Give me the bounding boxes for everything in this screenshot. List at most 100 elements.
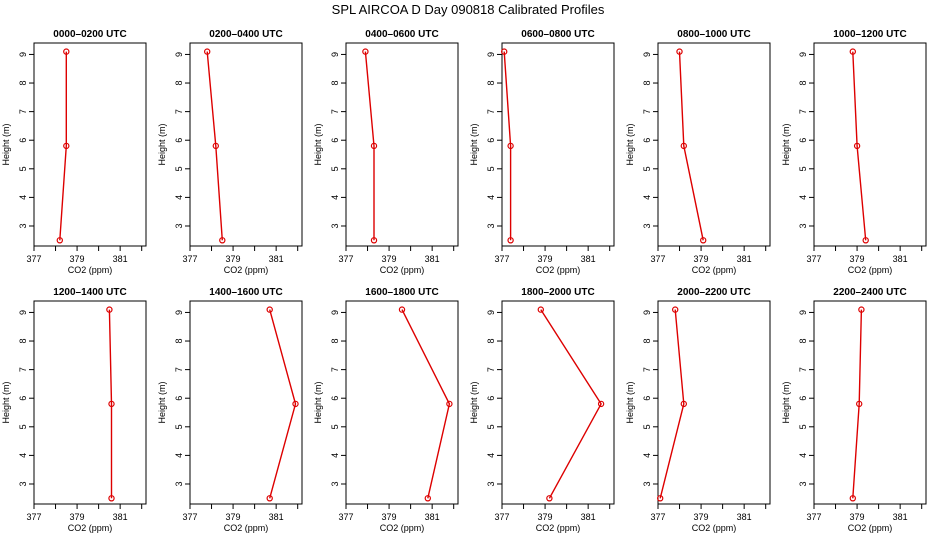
y-tick-label: 7 bbox=[486, 109, 496, 114]
x-tick-label: 379 bbox=[538, 512, 553, 522]
x-axis-label: CO2 (ppm) bbox=[224, 523, 269, 533]
panel-title: 0800–1000 UTC bbox=[677, 29, 750, 40]
y-tick-label: 4 bbox=[330, 195, 340, 200]
y-tick-label: 8 bbox=[174, 339, 184, 344]
x-axis-label: CO2 (ppm) bbox=[380, 265, 425, 275]
y-tick-label: 8 bbox=[18, 339, 28, 344]
x-tick-label: 379 bbox=[694, 512, 709, 522]
y-axis-label: Height (m) bbox=[469, 381, 479, 423]
panel-title: 0200–0400 UTC bbox=[209, 29, 282, 40]
x-axis-label: CO2 (ppm) bbox=[536, 523, 581, 533]
y-tick-label: 9 bbox=[18, 52, 28, 57]
plot-frame bbox=[189, 300, 303, 505]
plot-frame bbox=[345, 300, 459, 505]
data-point bbox=[292, 400, 299, 408]
y-tick-label: 9 bbox=[174, 310, 184, 315]
y-axis-label: Height (m) bbox=[1, 381, 11, 423]
x-tick-label: 381 bbox=[893, 254, 908, 264]
data-point bbox=[108, 400, 115, 408]
data-point bbox=[424, 495, 431, 502]
y-tick-label: 7 bbox=[18, 367, 28, 372]
x-tick-label: 381 bbox=[581, 254, 596, 264]
y-tick-label: 5 bbox=[798, 166, 808, 171]
y-tick-label: 3 bbox=[798, 223, 808, 228]
plot-frame bbox=[501, 300, 615, 505]
y-tick-label: 5 bbox=[330, 424, 340, 429]
panel-title: 2000–2200 UTC bbox=[677, 287, 750, 298]
x-tick-label: 377 bbox=[494, 254, 509, 264]
x-tick-label: 377 bbox=[182, 512, 197, 522]
y-tick-label: 3 bbox=[18, 481, 28, 486]
y-tick-label: 5 bbox=[642, 424, 652, 429]
y-tick-label: 6 bbox=[486, 138, 496, 143]
y-tick-label: 8 bbox=[174, 81, 184, 86]
panel-title: 0400–0600 UTC bbox=[365, 29, 438, 40]
data-point bbox=[398, 306, 406, 313]
x-tick-label: 379 bbox=[694, 254, 709, 264]
x-axis-label: CO2 (ppm) bbox=[692, 523, 737, 533]
panel-title: 1000–1200 UTC bbox=[833, 29, 906, 40]
x-tick-label: 379 bbox=[538, 254, 553, 264]
profile-line bbox=[59, 51, 68, 241]
x-tick-label: 379 bbox=[70, 254, 85, 264]
x-tick-label: 381 bbox=[737, 254, 752, 264]
plot-frame bbox=[657, 300, 771, 505]
y-tick-label: 5 bbox=[486, 424, 496, 429]
plot-frame bbox=[33, 42, 147, 247]
data-point bbox=[501, 48, 508, 55]
data-point bbox=[56, 237, 64, 244]
y-tick-label: 4 bbox=[486, 453, 496, 458]
y-axis-label: Height (m) bbox=[157, 381, 167, 423]
data-point bbox=[680, 142, 688, 150]
y-axis-label: Height (m) bbox=[313, 123, 323, 165]
y-tick-label: 4 bbox=[642, 453, 652, 458]
y-tick-label: 9 bbox=[798, 310, 808, 315]
x-tick-label: 381 bbox=[425, 254, 440, 264]
x-tick-label: 379 bbox=[70, 512, 85, 522]
panel-title: 1600–1800 UTC bbox=[365, 287, 438, 298]
y-tick-label: 7 bbox=[330, 109, 340, 114]
data-point bbox=[507, 237, 514, 244]
x-tick-label: 381 bbox=[113, 254, 128, 264]
y-tick-label: 3 bbox=[642, 481, 652, 486]
y-tick-label: 3 bbox=[18, 223, 28, 228]
y-tick-label: 9 bbox=[642, 310, 652, 315]
y-tick-label: 3 bbox=[330, 481, 340, 486]
x-tick-label: 379 bbox=[382, 254, 397, 264]
y-tick-label: 8 bbox=[330, 81, 340, 86]
y-tick-label: 8 bbox=[486, 81, 496, 86]
y-tick-label: 4 bbox=[174, 195, 184, 200]
y-tick-label: 8 bbox=[642, 339, 652, 344]
panel-title: 0000–0200 UTC bbox=[53, 29, 126, 40]
plot-frame bbox=[501, 42, 615, 247]
y-tick-label: 5 bbox=[642, 166, 652, 171]
y-tick-label: 3 bbox=[486, 223, 496, 228]
x-axis-label: CO2 (ppm) bbox=[848, 523, 893, 533]
x-tick-label: 381 bbox=[425, 512, 440, 522]
y-axis-label: Height (m) bbox=[625, 381, 635, 423]
y-tick-label: 4 bbox=[798, 195, 808, 200]
plot-frame bbox=[189, 42, 303, 247]
y-tick-label: 7 bbox=[174, 367, 184, 372]
y-tick-label: 9 bbox=[486, 310, 496, 315]
y-tick-label: 5 bbox=[18, 424, 28, 429]
x-tick-label: 379 bbox=[226, 512, 241, 522]
x-axis-label: CO2 (ppm) bbox=[224, 265, 269, 275]
data-point bbox=[546, 495, 553, 502]
data-point bbox=[108, 495, 115, 502]
y-tick-label: 5 bbox=[18, 166, 28, 171]
data-point bbox=[266, 306, 273, 313]
y-tick-label: 7 bbox=[642, 109, 652, 114]
x-tick-label: 379 bbox=[850, 512, 865, 522]
data-point bbox=[106, 306, 113, 313]
y-tick-label: 4 bbox=[18, 453, 28, 458]
y-tick-label: 8 bbox=[642, 81, 652, 86]
